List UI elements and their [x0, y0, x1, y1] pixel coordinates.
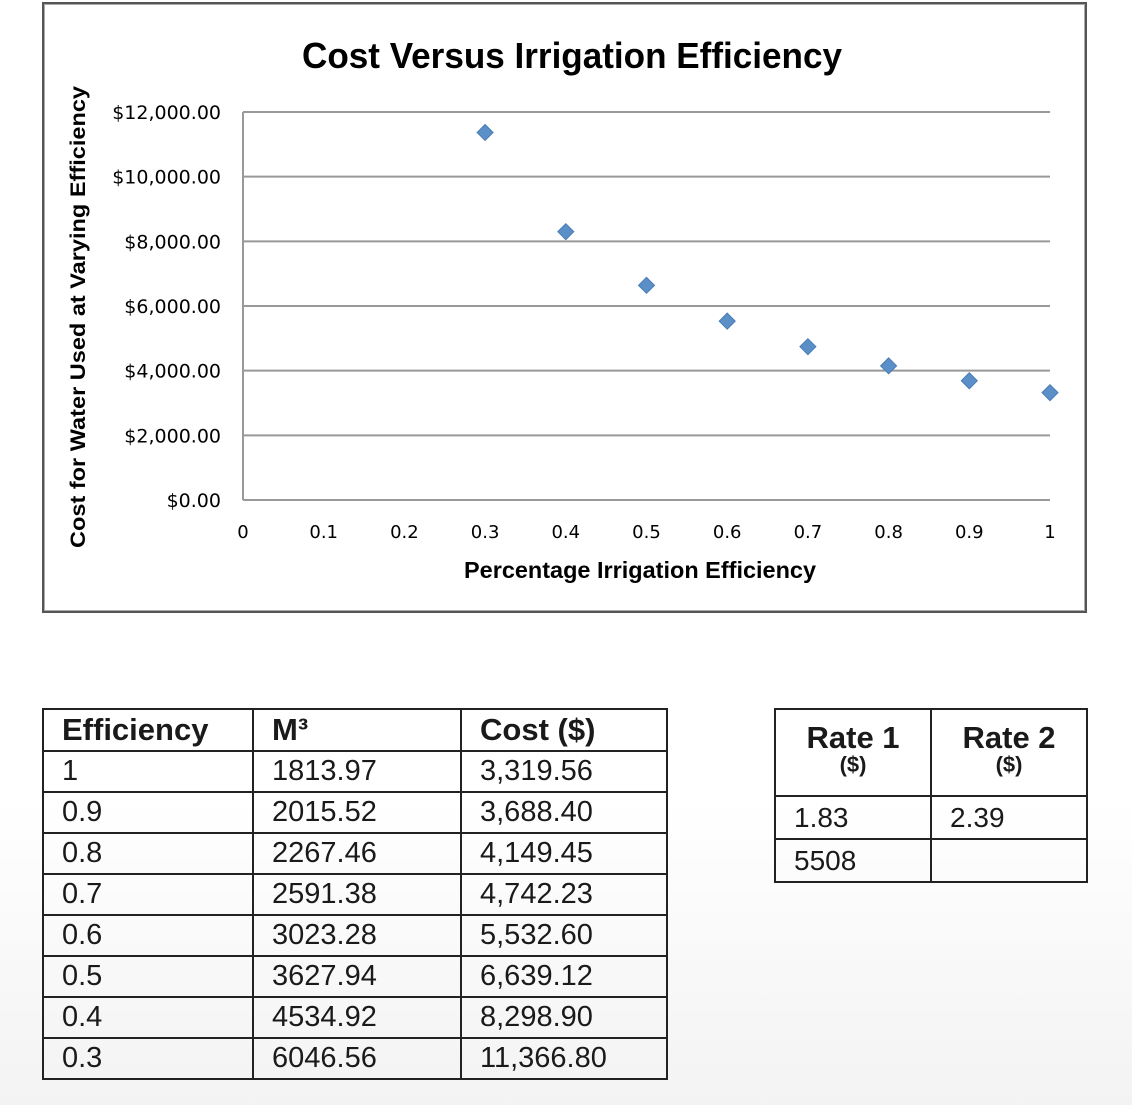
table-row: 1 1813.97 3,319.56 [42, 750, 668, 793]
x-tick-label: 0.7 [794, 522, 823, 543]
x-tick-label: 0.9 [955, 522, 984, 543]
y-tick-label: $2,000.00 [124, 425, 221, 447]
table-cell: 2591.38 [252, 873, 462, 916]
x-tick-label: 0.1 [309, 522, 338, 543]
rate-header: Rate 2 ($) [930, 708, 1088, 797]
x-tick-label: 0.6 [713, 522, 742, 543]
data-point [637, 276, 656, 295]
table-cell: 3023.28 [252, 914, 462, 957]
table-cell: 0.5 [42, 955, 254, 998]
table-cell: 5,532.60 [460, 914, 668, 957]
rate-header: Rate 1 ($) [773, 708, 933, 797]
table-cell: 11,366.80 [460, 1037, 668, 1080]
table-row: 0.7 2591.38 4,742.23 [42, 873, 668, 916]
data-point [879, 357, 898, 375]
y-tick-label: $12,000.00 [112, 102, 221, 124]
table-cell: 0.8 [42, 832, 254, 875]
scatter-chart: Cost Versus Irrigation Efficiency Cost f… [67, 35, 1059, 583]
table-cell: 0.4 [42, 996, 254, 1039]
table-cell: 3,688.40 [460, 791, 668, 834]
table-cell: 6046.56 [252, 1037, 462, 1080]
data-point [476, 123, 494, 142]
y-tick-label: $0.00 [167, 490, 221, 512]
x-tick-label: 0.2 [390, 522, 419, 543]
chart-title: Cost Versus Irrigation Efficiency [302, 35, 842, 76]
column-header: Efficiency [42, 708, 254, 752]
column-header: Cost ($) [460, 708, 668, 752]
table-cell: 4,149.45 [460, 832, 668, 875]
table-row: 0.8 2267.46 4,149.45 [42, 832, 668, 875]
table-cell: 4,742.23 [460, 873, 668, 916]
table-cell: 6,639.12 [460, 955, 668, 998]
table-cell: 2267.46 [252, 832, 462, 875]
table-cell: 1813.97 [252, 750, 462, 793]
table-cell: 8,298.90 [460, 996, 668, 1039]
table-cell: 1.83 [773, 795, 933, 840]
y-tick-label: $6,000.00 [124, 296, 221, 318]
rate-title: Rate 1 [806, 720, 900, 755]
table-cell: 4534.92 [252, 996, 462, 1039]
table-cell: 0.7 [42, 873, 254, 916]
table-cell: 2015.52 [252, 791, 462, 834]
table-cell: 1 [42, 750, 254, 793]
y-tick-label: $4,000.00 [124, 361, 221, 383]
table-row: 0.4 4534.92 8,298.90 [42, 996, 668, 1039]
data-point [718, 312, 736, 330]
x-tick-label: 0.4 [551, 522, 580, 543]
table-row: 1.83 2.39 [773, 795, 1088, 840]
table-row: 0.5 3627.94 6,639.12 [42, 955, 668, 998]
x-tick-label: 0.8 [874, 522, 903, 543]
table-cell: 3627.94 [252, 955, 462, 998]
data-point [960, 372, 979, 390]
data-point [799, 337, 817, 356]
x-tick-label: 0.3 [471, 522, 500, 543]
rate-unit: ($) [839, 752, 867, 777]
x-tick-label: 1 [1044, 522, 1055, 543]
data-point [557, 222, 575, 241]
x-axis-label: Percentage Irrigation Efficiency [464, 557, 816, 583]
rate-table: Rate 1 ($) Rate 2 ($) 1.83 2.39 5508 [773, 708, 1088, 883]
table-cell: 0.9 [42, 791, 254, 834]
y-axis-label: Cost for Water Used at Varying Efficienc… [67, 86, 90, 548]
chart-frame: Cost Versus Irrigation Efficiency Cost f… [42, 2, 1087, 613]
efficiency-cost-table: Efficiency M³ Cost ($) 1 1813.97 3,319.56 0.9… [42, 708, 668, 1080]
table-cell: 2.39 [930, 795, 1088, 840]
table-row: 0.9 2015.52 3,688.40 [42, 791, 668, 834]
table-cell: 0.6 [42, 914, 254, 957]
table-cell: 0.3 [42, 1037, 254, 1080]
table-row: 5508 [773, 838, 1088, 883]
rate-title: Rate 2 [962, 720, 1056, 755]
table-cell [930, 838, 1088, 883]
x-tick-label: 0 [237, 522, 248, 543]
y-tick-label: $8,000.00 [124, 231, 221, 253]
column-header: M³ [252, 708, 462, 752]
y-tick-label: $10,000.00 [112, 167, 221, 189]
data-point [1041, 383, 1059, 402]
table-cell: 5508 [773, 838, 933, 883]
table-row: 0.6 3023.28 5,532.60 [42, 914, 668, 957]
table-cell: 3,319.56 [460, 750, 668, 793]
table-row: 0.3 6046.56 11,366.80 [42, 1037, 668, 1080]
x-tick-label: 0.5 [632, 522, 661, 543]
rate-unit: ($) [995, 752, 1023, 777]
